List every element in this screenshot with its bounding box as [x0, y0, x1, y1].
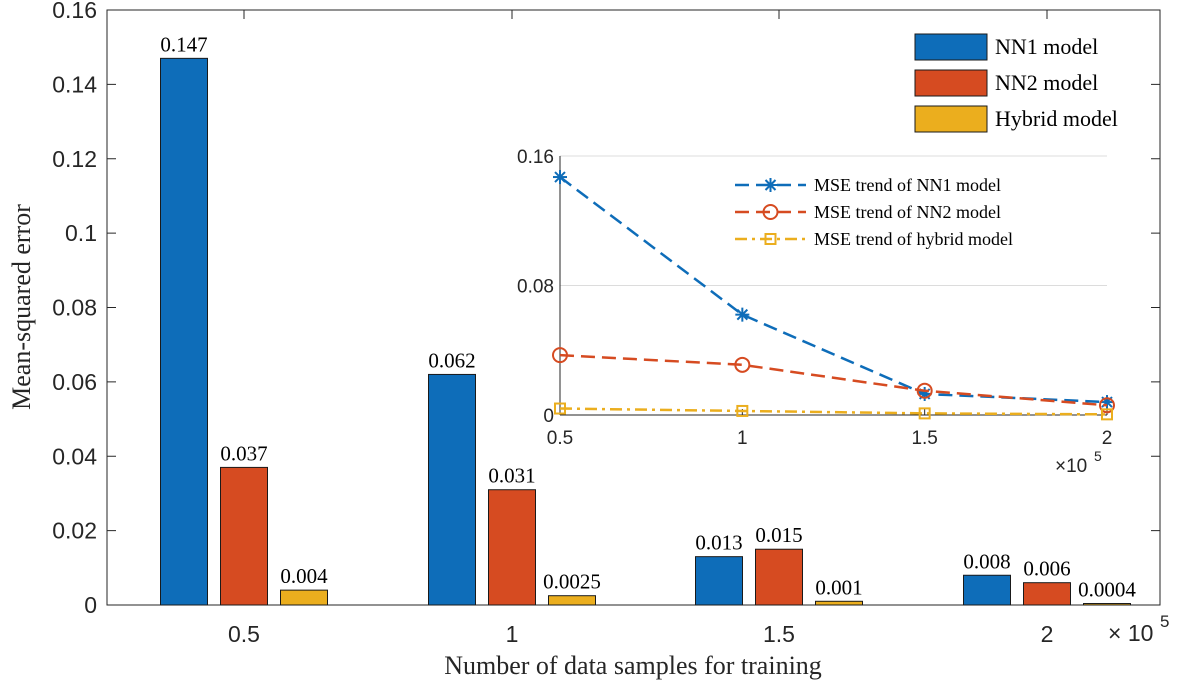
bar-nn2-model	[1023, 582, 1071, 606]
inset-marker	[735, 307, 750, 322]
inset-x-tick-label: 1.5	[911, 428, 937, 449]
data-label: 0.001	[815, 575, 862, 599]
inset-marker	[734, 356, 751, 373]
y-tick-label: 0.06	[52, 369, 97, 395]
y-tick-label: 0.08	[52, 295, 97, 321]
inset-legend-marker	[762, 204, 779, 220]
inset-marker	[1101, 408, 1113, 421]
y-tick-label: 0.16	[52, 0, 97, 23]
bar-hybrid-model	[548, 595, 596, 606]
y-tick-label: 0.1	[65, 220, 97, 246]
inset-line-2	[559, 353, 1108, 407]
y-tick-label: 0.04	[52, 443, 97, 469]
data-label: 0.037	[220, 441, 267, 465]
x-tick-label: 1.5	[763, 621, 795, 647]
bar-nn1-model	[695, 556, 743, 606]
y-tick-label: 0.12	[52, 146, 97, 172]
y-tick-label: 0.02	[52, 518, 97, 544]
inset-marker	[916, 382, 933, 399]
bar-hybrid-model	[815, 600, 863, 606]
inset-marker	[1100, 395, 1114, 410]
inset-x-multiplier-exponent: 5	[1094, 448, 1102, 464]
data-label: 0.004	[280, 564, 328, 588]
data-label: 0.147	[160, 32, 207, 56]
bar-nn2-model	[755, 548, 803, 606]
y-axis-label: Mean-squared error	[7, 204, 36, 410]
inset-legend-label: MSE trend of NN1 model	[814, 175, 1001, 195]
inset-marker	[552, 347, 568, 364]
inset-legend-label: MSE trend of NN2 model	[814, 202, 1001, 222]
x-axis-label: Number of data samples for training	[444, 651, 822, 680]
inset-line-1	[559, 176, 1108, 404]
inset-y-tick-label: 0	[543, 406, 554, 427]
data-label: 0.013	[695, 531, 742, 555]
x-tick-label: 2	[1041, 621, 1054, 647]
inset-x-multiplier: ×10	[1055, 456, 1087, 477]
legend-swatch	[914, 69, 988, 97]
y-tick-label: 0	[84, 592, 97, 618]
data-label: 0.062	[428, 348, 475, 372]
data-label: 0.015	[755, 523, 802, 547]
legend: NN1 model NN2 model Hybrid model	[914, 33, 1118, 133]
legend-label: NN1 model	[995, 34, 1098, 59]
inset-marker	[1099, 397, 1115, 414]
inset-x-tick-label: 0.5	[547, 428, 573, 449]
legend-label: Hybrid model	[995, 106, 1118, 131]
data-label: 0.006	[1023, 557, 1070, 581]
inset-legend-label: MSE trend of hybrid model	[814, 229, 1013, 249]
bar-nn2-model	[220, 466, 268, 606]
bar-nn1-model	[428, 373, 476, 606]
inset-legend: MSE trend of NN1 model MSE trend of NN2 m…	[735, 175, 1013, 249]
data-label: 0.008	[963, 549, 1010, 573]
inset-marker	[736, 404, 749, 417]
x-multiplier-exponent: 5	[1160, 612, 1169, 631]
legend-swatch	[914, 105, 988, 133]
asterisk-stroke	[554, 171, 566, 183]
x-tick-label: 1	[506, 621, 519, 647]
data-label: 0.0025	[543, 570, 601, 594]
inset-marker	[918, 407, 931, 420]
inset-y-tick-label: 0.08	[517, 277, 554, 298]
y-tick-label: 0.14	[52, 71, 97, 97]
x-tick-label: 0.5	[228, 621, 260, 647]
inset-chart: 0 0.08 0.16 0.5 1 1.5 2 ×10 5 MSE trend of NN1 mo…	[517, 147, 1115, 477]
legend-label: NN2 model	[995, 70, 1098, 95]
inset-y-tick-label: 0.16	[517, 147, 554, 168]
inset-marker	[554, 402, 566, 415]
inset-line-3	[559, 407, 1108, 416]
inset-x-tick-label: 2	[1102, 428, 1113, 449]
bar-nn1-model	[160, 57, 208, 606]
data-label: 0.0004	[1078, 578, 1136, 602]
bar-nn1-model	[963, 574, 1011, 606]
x-multiplier: × 10	[1108, 620, 1153, 646]
inset-marker	[553, 170, 567, 185]
bar-hybrid-model	[1083, 603, 1131, 606]
inset-legend-marker	[763, 178, 778, 192]
asterisk-stroke	[764, 179, 777, 191]
legend-swatch	[914, 33, 988, 61]
inset-legend-marker	[764, 233, 777, 245]
bar-hybrid-model	[280, 589, 328, 606]
data-label: 0.031	[488, 464, 535, 488]
asterisk-stroke	[736, 308, 749, 321]
inset-x-tick-label: 1	[737, 428, 748, 449]
bar-nn2-model	[488, 489, 536, 606]
